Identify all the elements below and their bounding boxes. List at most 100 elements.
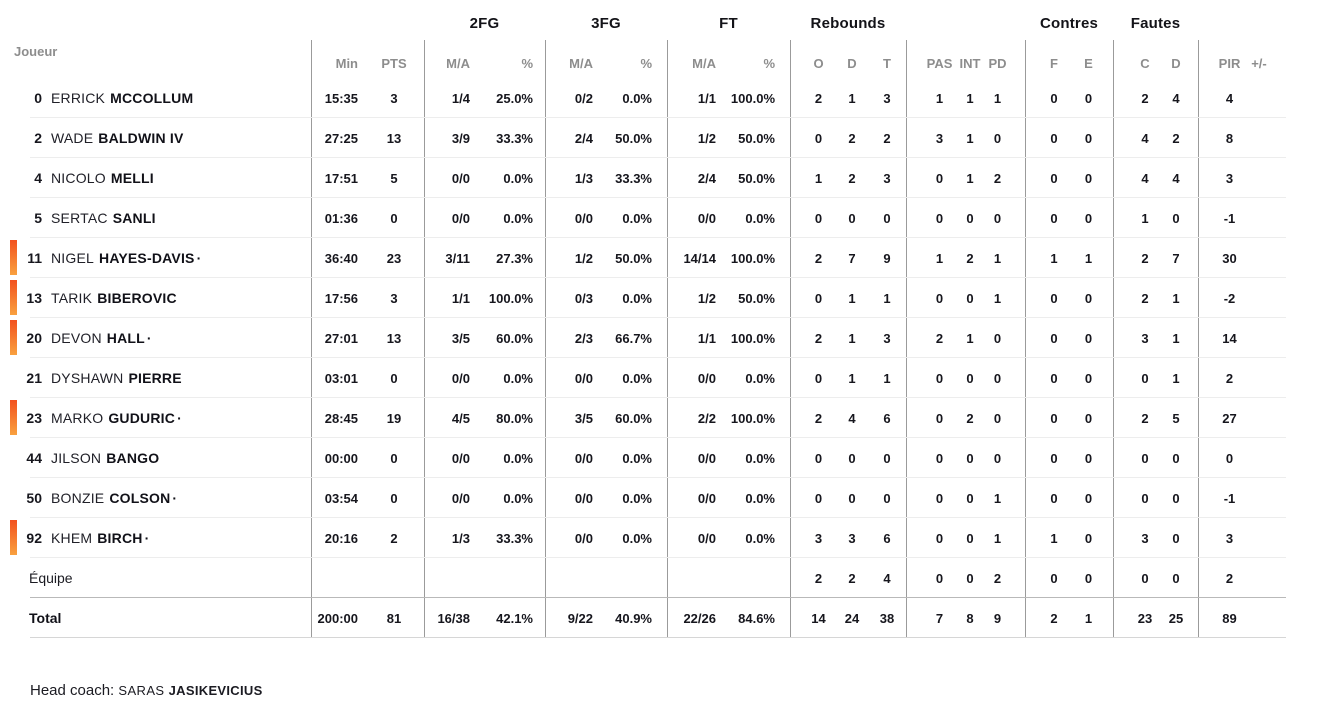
stat-reb-o: 2 (790, 78, 836, 118)
stat-fg3-ma: 0/3 (545, 278, 602, 318)
stat-foul-c: 0 (1113, 558, 1162, 598)
stat-ft-pct: 0.0% (745, 450, 775, 466)
player-name-cell[interactable]: 92 KHEM BIRCH · (10, 518, 311, 558)
stat-fg2-ma: 0/0 (424, 158, 479, 198)
stat-pm (1248, 358, 1290, 398)
player-last-name: BALDWIN IV (98, 130, 184, 146)
stat-ft-pct: 100.0% (730, 250, 775, 266)
column-header-blocks-f: F (1025, 40, 1070, 78)
jersey-number: 44 (26, 450, 42, 466)
player-name-cell[interactable]: 4 NICOLO MELLI (10, 158, 311, 198)
player-row: 92 KHEM BIRCH · 20:16 2 1/3 33.3% 0/0 0.0% 0/0 0.0%… (10, 518, 1290, 558)
stat-ft-ma: 0/0 (667, 198, 724, 238)
column-header-3fg-pct: % (640, 56, 652, 71)
stat-pir: 3 (1198, 158, 1248, 198)
stat-int: 2 (966, 410, 974, 426)
stat-ft-ma: 0/0 (667, 478, 724, 518)
player-last-name: COLSON (109, 490, 171, 506)
stat-pts: 0 (390, 450, 398, 466)
starter-dot: · (196, 250, 202, 266)
stat-min: 17:56 (311, 278, 364, 318)
stat-pas: 0 (906, 478, 954, 518)
stat-pts: 2 (390, 530, 398, 546)
player-name-cell[interactable]: 13 TARIK BIBEROVIC (10, 278, 311, 318)
stat-fg3-ma: 0/0 (545, 198, 602, 238)
stat-min: 27:01 (311, 318, 364, 358)
stat-int: 0 (966, 210, 974, 226)
stat-pts: 23 (386, 250, 402, 266)
stat-foul-d: 25 (1168, 610, 1184, 626)
stat-ft-ma: 1/1 (667, 318, 724, 358)
column-header-reb-d: D (847, 56, 857, 71)
stat-ft-pct: 50.0% (738, 170, 775, 186)
stat-fg2-ma: 0/0 (424, 358, 479, 398)
stat-reb-d: 0 (848, 210, 856, 226)
stat-group-header-row: 2FG 3FG FT Rebounds Contres Fautes (10, 0, 1290, 40)
stat-fg2-ma: 16/38 (424, 598, 479, 638)
stat-reb-t: 3 (883, 330, 891, 346)
player-name-cell[interactable]: 44 JILSON BANGO (10, 438, 311, 478)
stat-pir: 27 (1198, 398, 1248, 438)
stat-reb-d: 1 (848, 90, 856, 106)
stat-reb-o: 0 (790, 478, 836, 518)
stat-blk-f: 0 (1025, 318, 1070, 358)
player-row: 11 NIGEL HAYES-DAVIS · 36:40 23 3/11 27.3% 1/2 50… (10, 238, 1290, 278)
stat-ft-ma: 1/2 (667, 118, 724, 158)
jersey-number: 0 (34, 90, 42, 106)
stat-ft-ma: 2/4 (667, 158, 724, 198)
player-first-name: MARKO (51, 410, 104, 426)
stat-pts: 81 (386, 610, 402, 626)
player-row: 50 BONZIE COLSON · 03:54 0 0/0 0.0% 0/0 0.0% 0/0 0.… (10, 478, 1290, 518)
stat-reb-o: 2 (790, 318, 836, 358)
column-header-min: Min (311, 40, 364, 78)
stat-pd: 1 (993, 90, 1002, 106)
stat-fg2-ma: 0/0 (424, 478, 479, 518)
stat-fg2-pct: 27.3% (496, 250, 533, 266)
player-name-cell[interactable]: 50 BONZIE COLSON · (10, 478, 311, 518)
player-row: 4 NICOLO MELLI 17:51 5 0/0 0.0% 1/3 33.3% 2/4 50.0… (10, 158, 1290, 198)
stat-int: 2 (966, 250, 974, 266)
player-last-name: BIRCH (97, 530, 143, 546)
head-coach-label: Head coach: (30, 682, 115, 699)
column-header-row: Joueur Min PTS M/A % M/A % M/A % O D T P… (10, 40, 1290, 78)
player-name-cell[interactable]: 11 NIGEL HAYES-DAVIS · (10, 238, 311, 278)
coach-first-name: SARAS (118, 683, 165, 698)
team-boxscore-table: 2FG 3FG FT Rebounds Contres Fautes Joueu… (10, 0, 1290, 638)
stat-pas: 0 (906, 198, 954, 238)
stat-blk-f: 0 (1025, 278, 1070, 318)
stat-reb-t: 38 (879, 610, 895, 626)
player-name-cell[interactable]: 5 SERTAC SANLI (10, 198, 311, 238)
stat-fg3-pct: 33.3% (615, 170, 652, 186)
stat-blk-e: 0 (1084, 210, 1093, 226)
stat-pas: 3 (906, 118, 954, 158)
stat-pas: 0 (906, 158, 954, 198)
player-name-cell[interactable]: 21 DYSHAWN PIERRE (10, 358, 311, 398)
stat-foul-c: 4 (1113, 158, 1162, 198)
player-name-cell[interactable]: 23 MARKO GUDURIC · (10, 398, 311, 438)
stat-pd: 0 (993, 450, 1002, 466)
player-last-name: BIBEROVIC (97, 290, 177, 306)
stat-pir: -2 (1198, 278, 1248, 318)
stat-reb-d: 7 (848, 250, 856, 266)
stat-pir: -1 (1198, 198, 1248, 238)
stat-fg2-pct: 0.0% (503, 370, 533, 386)
player-name-cell[interactable]: 2 WADE BALDWIN IV (10, 118, 311, 158)
stat-fg2-pct: 0.0% (503, 210, 533, 226)
stat-reb-t: 0 (883, 490, 891, 506)
stat-foul-d: 4 (1172, 170, 1180, 186)
on-court-indicator-bar (10, 280, 17, 315)
player-name-cell[interactable]: 0 ERRICK MCCOLLUM (10, 78, 311, 118)
stat-blk-f: 0 (1025, 438, 1070, 478)
player-first-name: JILSON (51, 450, 102, 466)
stat-blk-f: 0 (1025, 78, 1070, 118)
stat-foul-d: 4 (1172, 90, 1180, 106)
stat-foul-d: 1 (1172, 330, 1180, 346)
stat-pts: 0 (390, 210, 398, 226)
stat-fg2-ma: 1/3 (424, 518, 479, 558)
stat-ft-ma: 22/26 (667, 598, 724, 638)
stat-ft-pct: 0.0% (745, 490, 775, 506)
column-header-reb-o: O (790, 40, 836, 78)
stat-pd: 0 (993, 210, 1002, 226)
player-name-cell[interactable]: 20 DEVON HALL · (10, 318, 311, 358)
stat-reb-t: 9 (883, 250, 891, 266)
